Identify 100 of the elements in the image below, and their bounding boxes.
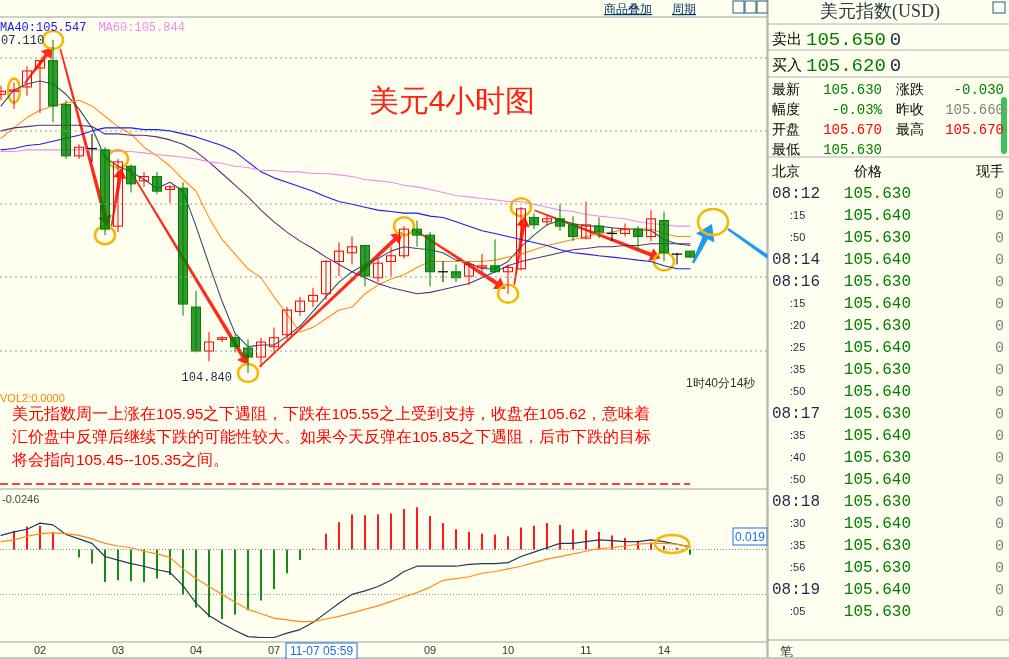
text: 11-07 05:59 <box>289 644 354 658</box>
text: :35 <box>790 429 806 441</box>
text: :20 <box>790 319 806 331</box>
candlestick <box>477 253 487 273</box>
candlestick <box>568 215 578 242</box>
candlestick <box>321 259 331 301</box>
candlestick <box>555 203 565 232</box>
candlestick <box>152 171 162 195</box>
text: 105.670 <box>823 122 882 138</box>
text: 105.620 <box>806 55 886 77</box>
text: 105.630 <box>843 273 911 291</box>
text: 105.640 <box>843 207 911 225</box>
text: 105.630 <box>843 493 911 511</box>
candlestick <box>165 184 175 204</box>
text: 商品叠加 <box>604 2 652 16</box>
text: 0 <box>994 252 1004 269</box>
text: 08:16 <box>772 273 821 291</box>
candlestick <box>373 257 383 283</box>
text: :50 <box>790 231 806 243</box>
text: 0 <box>994 604 1004 621</box>
text: -0.0246 <box>2 493 40 505</box>
text: 0.019 <box>734 530 766 544</box>
text: 1时40分14秒 <box>686 376 756 390</box>
text: 08:12 <box>772 185 821 203</box>
text: MA60:105.844 <box>98 21 185 35</box>
candlestick <box>269 326 279 353</box>
candlestick <box>295 296 305 317</box>
x-tick-label: 04 <box>189 644 203 656</box>
text: 105.630 <box>843 559 911 577</box>
text: 美元4小时图 <box>368 84 536 117</box>
text: :35 <box>790 363 806 375</box>
text: 0 <box>994 538 1004 555</box>
candlestick <box>503 263 513 295</box>
text: 105.640 <box>843 427 911 445</box>
text: 周期 <box>672 2 696 16</box>
text: 105.630 <box>843 405 911 423</box>
candlestick <box>594 216 604 239</box>
candlestick <box>113 158 123 233</box>
text: 0 <box>994 472 1004 489</box>
text: -0.030 <box>953 82 1004 98</box>
candlestick <box>671 252 683 265</box>
text: 08:19 <box>772 581 821 599</box>
text: 美元指数(USD) <box>820 1 940 22</box>
x-tick-label: 03 <box>111 644 125 656</box>
candlestick <box>9 82 19 110</box>
text: 幅度 <box>772 101 800 117</box>
candlestick <box>334 241 344 277</box>
candlestick <box>581 201 591 240</box>
candlestick <box>542 213 552 227</box>
text: 0 <box>889 55 902 77</box>
text: 0 <box>994 450 1004 467</box>
text: 105.630 <box>843 361 911 379</box>
candlestick <box>217 335 227 343</box>
text: 105.630 <box>843 185 911 203</box>
candlestick <box>633 225 643 251</box>
x-tick-label: 11 <box>580 644 592 656</box>
text: 0 <box>994 582 1004 599</box>
text: :15 <box>790 209 806 221</box>
text: 0 <box>994 428 1004 445</box>
text: 105.630 <box>843 317 911 335</box>
candlestick <box>35 60 45 114</box>
text: 0 <box>994 186 1004 203</box>
x-tick-label: 09 <box>423 644 437 656</box>
candlestick <box>243 338 253 374</box>
candlestick <box>490 238 500 274</box>
text: 买入 <box>772 56 802 73</box>
text: 0 <box>994 384 1004 401</box>
text: 105.630 <box>843 229 911 247</box>
text: 08:17 <box>772 405 821 423</box>
text: 0 <box>994 208 1004 225</box>
candlestick <box>516 206 526 271</box>
text: 0 <box>994 274 1004 291</box>
text: 08:14 <box>772 251 821 269</box>
text: :50 <box>790 385 806 397</box>
text: VOL2:0.0000 <box>0 392 65 404</box>
text: :25 <box>790 341 806 353</box>
candlestick <box>204 331 214 362</box>
candlestick <box>256 337 266 368</box>
text: 昨收 <box>896 101 924 117</box>
text: 0 <box>889 29 902 51</box>
candlestick <box>282 306 292 340</box>
text: 105.650 <box>806 29 886 51</box>
text: 0 <box>994 406 1004 423</box>
text: 美元指数周一上涨在105.95之下遇阻，下跌在105.55之上受到支持，收盘在105.62，意味着汇价盘中反弹后继续下跌的可能性较大。如果今天反弹在105.85之下遇阻，后市下跌的目标将会指向105.45--105.35之间。 <box>12 405 652 468</box>
text: :15 <box>790 297 806 309</box>
text: 105.630 <box>823 142 882 158</box>
text: 开盘 <box>772 121 800 137</box>
x-tick-label: 02 <box>33 644 47 656</box>
annotation: 104.840 <box>181 371 232 385</box>
candlestick <box>22 65 32 97</box>
text: 08:18 <box>772 493 821 511</box>
candlestick <box>464 260 474 286</box>
candlestick <box>386 246 396 277</box>
text: :05 <box>790 605 806 617</box>
text: 最低 <box>772 141 800 157</box>
candlestick <box>412 219 422 248</box>
text: :40 <box>790 451 806 463</box>
text: 0 <box>994 340 1004 357</box>
text: 0 <box>994 318 1004 335</box>
text: 最高 <box>896 121 924 137</box>
